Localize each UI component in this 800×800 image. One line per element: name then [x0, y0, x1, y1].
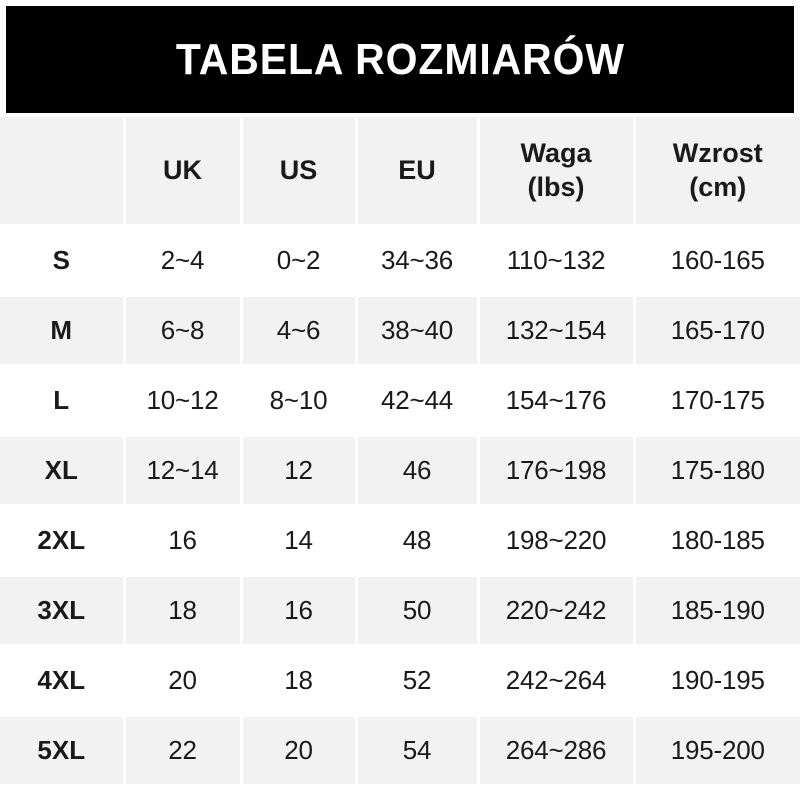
cell-us: 18	[241, 645, 358, 717]
cell-waga: 220~242	[478, 575, 636, 647]
title-banner: TABELA ROZMIARÓW	[6, 6, 794, 113]
cell-eu: 54	[356, 715, 480, 787]
column-header-us-line1: US	[279, 154, 318, 185]
cell-uk: 20	[124, 645, 243, 717]
cell-uk: 18	[124, 575, 243, 647]
column-header-waga: Waga (lbs)	[478, 117, 636, 227]
cell-uk: 6~8	[124, 295, 243, 367]
cell-size: 3XL	[0, 575, 126, 647]
cell-waga: 110~132	[478, 225, 636, 297]
table-body: S 2~4 0~2 34~36 110~132 160-165 M 6~8 4~…	[0, 225, 800, 787]
cell-uk: 16	[124, 505, 243, 577]
size-table: UK US EU Waga (lbs) Wzrost (cm)	[0, 117, 800, 787]
cell-waga: 132~154	[478, 295, 636, 367]
cell-size: M	[0, 295, 126, 367]
table-row: 5XL 22 20 54 264~286 195-200	[0, 715, 800, 787]
cell-size: XL	[0, 435, 126, 507]
cell-uk: 10~12	[124, 365, 243, 437]
column-header-eu: EU	[356, 117, 480, 227]
cell-waga: 198~220	[478, 505, 636, 577]
cell-us: 0~2	[241, 225, 358, 297]
cell-size: 4XL	[0, 645, 126, 717]
table-row: M 6~8 4~6 38~40 132~154 165-170	[0, 295, 800, 367]
cell-eu: 38~40	[356, 295, 480, 367]
cell-eu: 34~36	[356, 225, 480, 297]
table-row: L 10~12 8~10 42~44 154~176 170-175	[0, 365, 800, 437]
cell-eu: 42~44	[356, 365, 480, 437]
cell-eu: 50	[356, 575, 480, 647]
column-header-uk: UK	[124, 117, 243, 227]
cell-eu: 46	[356, 435, 480, 507]
table-row: 4XL 20 18 52 242~264 190-195	[0, 645, 800, 717]
cell-waga: 242~264	[478, 645, 636, 717]
cell-size: S	[0, 225, 126, 297]
table-row: S 2~4 0~2 34~36 110~132 160-165	[0, 225, 800, 297]
cell-waga: 176~198	[478, 435, 636, 507]
cell-size: 2XL	[0, 505, 126, 577]
cell-wzrost: 175-180	[634, 435, 800, 507]
cell-us: 8~10	[241, 365, 358, 437]
column-header-waga-line1: Waga	[520, 137, 592, 168]
table-header: UK US EU Waga (lbs) Wzrost (cm)	[0, 117, 800, 227]
column-header-wzrost-line1: Wzrost	[672, 137, 763, 168]
cell-uk: 2~4	[124, 225, 243, 297]
cell-wzrost: 165-170	[634, 295, 800, 367]
cell-wzrost: 195-200	[634, 715, 800, 787]
cell-uk: 22	[124, 715, 243, 787]
column-header-us: US	[241, 117, 358, 227]
cell-wzrost: 185-190	[634, 575, 800, 647]
cell-eu: 48	[356, 505, 480, 577]
cell-uk: 12~14	[124, 435, 243, 507]
cell-wzrost: 170-175	[634, 365, 800, 437]
cell-wzrost: 160-165	[634, 225, 800, 297]
cell-size: 5XL	[0, 715, 126, 787]
page-title: TABELA ROZMIARÓW	[175, 34, 625, 84]
cell-eu: 52	[356, 645, 480, 717]
column-header-wzrost: Wzrost (cm)	[634, 117, 800, 227]
cell-us: 14	[241, 505, 358, 577]
column-header-size	[0, 117, 126, 227]
cell-us: 4~6	[241, 295, 358, 367]
table-row: XL 12~14 12 46 176~198 175-180	[0, 435, 800, 507]
column-header-eu-line1: EU	[398, 154, 436, 185]
table-row: 2XL 16 14 48 198~220 180-185	[0, 505, 800, 577]
cell-us: 12	[241, 435, 358, 507]
column-header-wzrost-line2: (cm)	[689, 171, 747, 202]
cell-waga: 264~286	[478, 715, 636, 787]
cell-wzrost: 190-195	[634, 645, 800, 717]
cell-size: L	[0, 365, 126, 437]
cell-us: 16	[241, 575, 358, 647]
table-row: 3XL 18 16 50 220~242 185-190	[0, 575, 800, 647]
cell-us: 20	[241, 715, 358, 787]
header-row: UK US EU Waga (lbs) Wzrost (cm)	[0, 117, 800, 227]
cell-wzrost: 180-185	[634, 505, 800, 577]
column-header-waga-line2: (lbs)	[527, 171, 585, 202]
cell-waga: 154~176	[478, 365, 636, 437]
column-header-uk-line1: UK	[163, 154, 202, 185]
